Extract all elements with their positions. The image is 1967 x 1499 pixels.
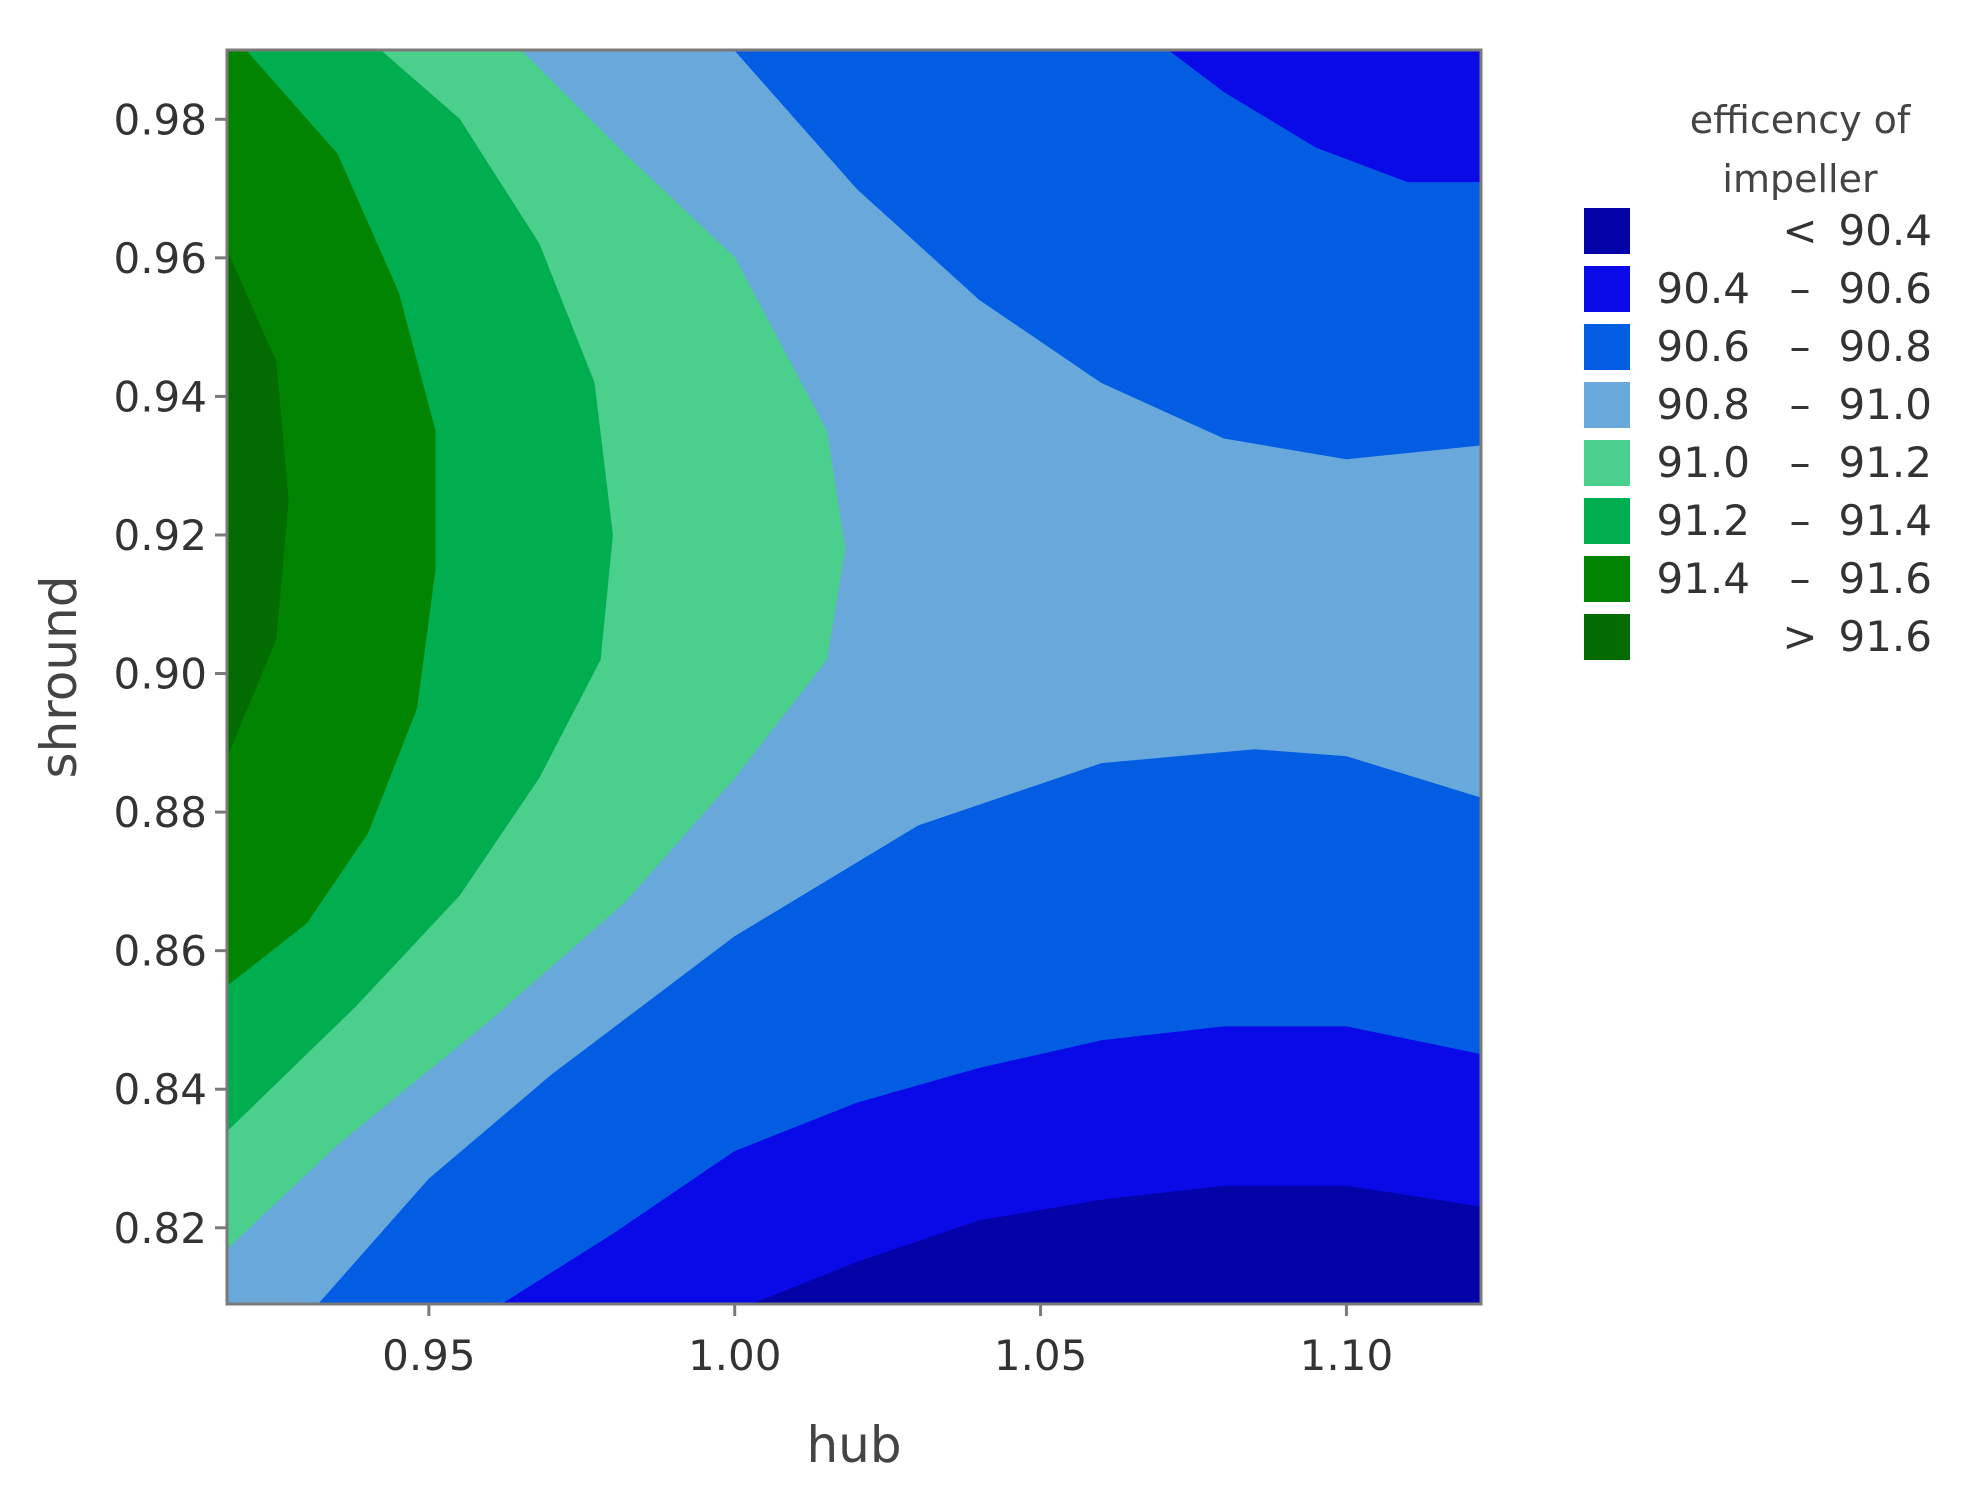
legend-low-1: 90.4 [1656, 264, 1750, 313]
y-tick-label-6: 0.94 [113, 372, 207, 421]
y-tick-label-5: 0.92 [113, 511, 207, 560]
legend-swatch-7 [1584, 614, 1630, 660]
y-tick-label-1: 0.84 [113, 1065, 207, 1114]
legend-operator-4: – [1790, 438, 1811, 487]
legend-low-5: 91.2 [1656, 496, 1750, 545]
legend-low-2: 90.6 [1656, 322, 1750, 371]
legend-high-0: 90.4 [1838, 206, 1932, 255]
x-tick-label-1: 1.00 [688, 1331, 782, 1380]
legend-operator-6: – [1790, 554, 1811, 603]
contour-region-2 [1168, 50, 1481, 183]
contour-region-9 [227, 250, 289, 758]
y-axis: 0.82 0.84 0.86 0.88 0.90 0.92 0.94 0.96 0.98 [113, 95, 227, 1253]
legend-operator-3: – [1790, 380, 1811, 429]
y-tick-label-3: 0.88 [113, 788, 207, 837]
x-tick-label-3: 1.10 [1300, 1331, 1394, 1380]
plot-frame [225, 48, 1483, 1306]
legend-operator-7: > [1782, 612, 1817, 661]
contour-region-5 [752, 1185, 1481, 1304]
x-axis: 0.95 1.00 1.05 1.10 [382, 1304, 1393, 1380]
legend-high-2: 90.8 [1838, 322, 1932, 371]
y-tick-label-7: 0.96 [113, 234, 207, 283]
contour-regions [227, 50, 1481, 1304]
legend-low-6: 91.4 [1656, 554, 1750, 603]
legend-swatch-0 [1584, 208, 1630, 254]
legend-swatch-6 [1584, 556, 1630, 602]
legend-swatch-4 [1584, 440, 1630, 486]
legend-operator-0: < [1782, 206, 1817, 255]
legend-swatch-3 [1584, 382, 1630, 428]
legend-operator-1: – [1790, 264, 1811, 313]
x-tick-label-2: 1.05 [994, 1331, 1088, 1380]
legend-low-3: 90.8 [1656, 380, 1750, 429]
y-tick-label-0: 0.82 [113, 1204, 207, 1253]
legend-title-line-2: impeller [1722, 157, 1878, 201]
y-tick-label-4: 0.90 [113, 650, 207, 699]
y-tick-label-2: 0.86 [113, 927, 207, 976]
y-axis-title: shround [30, 576, 88, 779]
legend-swatch-2 [1584, 324, 1630, 370]
legend-high-3: 91.0 [1838, 380, 1932, 429]
legend-title-line-1: efficency of [1690, 98, 1912, 142]
legend-swatch-5 [1584, 498, 1630, 544]
legend-swatch-1 [1584, 266, 1630, 312]
x-tick-label-0: 0.95 [382, 1331, 476, 1380]
contour-region-8 [227, 50, 436, 986]
legend-high-1: 90.6 [1838, 264, 1932, 313]
legend-high-5: 91.4 [1838, 496, 1932, 545]
y-tick-label-8: 0.98 [113, 95, 207, 144]
legend-operator-5: – [1790, 496, 1811, 545]
legend-low-4: 91.0 [1656, 438, 1750, 487]
contour-region-1 [734, 50, 1481, 460]
legend-operator-2: – [1790, 322, 1811, 371]
legend: efficency of impeller <90.490.4–90.690.6… [1584, 98, 1932, 661]
legend-high-6: 91.6 [1838, 554, 1932, 603]
x-axis-title: hub [806, 1416, 901, 1474]
legend-high-7: 91.6 [1838, 612, 1932, 661]
legend-high-4: 91.2 [1838, 438, 1932, 487]
